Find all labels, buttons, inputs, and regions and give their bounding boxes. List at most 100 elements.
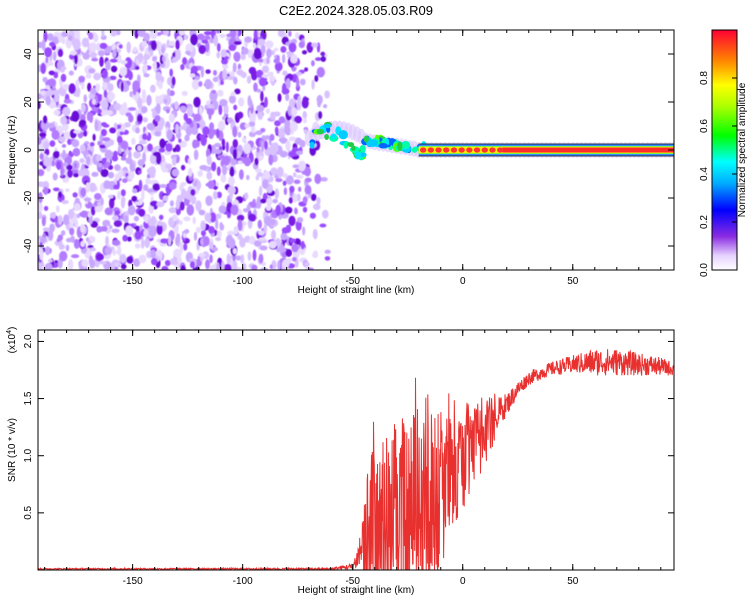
spectrogram-noise-dot — [180, 201, 185, 211]
spectrogram-noise-dot — [143, 32, 150, 42]
spectrogram-noise-dot — [132, 188, 138, 194]
spectrogram-noise-dot — [269, 218, 277, 226]
spectrogram-noise-dot — [312, 229, 318, 240]
colorbar-label: Normalized spectral amplitude — [737, 82, 748, 217]
spectrogram-noise-dot — [285, 249, 293, 257]
spectrogram-noise-dot — [219, 99, 228, 107]
spectrogram-noise-dot — [71, 36, 77, 46]
spectrogram-noise-dot — [51, 160, 55, 167]
spectrogram-noise-dot — [88, 32, 94, 40]
spectrogram-noise-dot — [260, 128, 266, 133]
spectrogram-noise-dot — [183, 243, 188, 251]
spectrogram-noise-dot — [83, 94, 87, 103]
spectrogram-noise-dot — [141, 189, 145, 201]
spectrogram-noise-dot — [284, 124, 291, 135]
spectrogram-noise-dot — [258, 155, 263, 161]
spectrogram-band-dot — [443, 147, 450, 153]
spectrogram-noise-dot — [169, 200, 174, 207]
spectrogram-noise-dot — [150, 249, 156, 259]
spectrogram-noise-dot — [108, 194, 114, 199]
spectrogram-noise-dot — [81, 103, 86, 113]
spectrogram-noise-dot — [67, 169, 73, 178]
spectrogram-noise-dot — [61, 66, 67, 71]
spectrogram-noise-dot — [142, 133, 148, 140]
spectrogram-noise-dot — [270, 167, 278, 176]
spectrogram-noise-dot — [114, 266, 118, 270]
spectrogram-noise-dot — [171, 76, 176, 86]
spectrogram-noise-dot — [192, 139, 198, 149]
spectrogram-noise-dot — [248, 213, 257, 222]
spectrogram-noise-dot — [166, 39, 170, 48]
spectrogram-noise-dot — [131, 137, 136, 145]
spectrogram-noise-dot — [59, 244, 65, 250]
spectrogram-noise-dot — [209, 264, 217, 270]
spectrogram-noise-dot — [215, 218, 219, 230]
spectrogram-noise-dot — [205, 259, 210, 270]
spectrogram-noise-dot — [168, 182, 177, 190]
spectrogram-noise-dot — [56, 238, 61, 243]
spectrogram-noise-dot — [61, 31, 69, 38]
spectrogram-noise-dot — [138, 139, 147, 145]
spectrogram-noise-dot — [259, 245, 268, 251]
spectrogram-noise-dot — [175, 123, 180, 135]
spectrogram-noise-dot — [322, 209, 329, 219]
spectrogram-noise-dot — [90, 87, 98, 95]
spectrogram-transition-blob — [343, 141, 349, 149]
spectrogram-noise-dot — [263, 223, 267, 234]
spectrogram-noise-dot — [198, 44, 206, 54]
spectrogram-noise-dot — [54, 240, 62, 246]
colorbar-tick-label: 0.4 — [699, 167, 710, 181]
spectrogram-noise-dot — [44, 156, 49, 161]
spectrogram-band-dot — [427, 147, 435, 153]
spectrogram-noise-dot — [216, 30, 221, 34]
spectrogram-noise-dot — [65, 188, 70, 192]
spectrogram-noise-dot — [99, 144, 106, 149]
spectrogram-noise-dot — [288, 197, 293, 204]
spectrogram-noise-dot — [324, 90, 330, 99]
spectrogram-noise-dot — [289, 98, 295, 108]
spectrogram-noise-dot — [206, 155, 212, 166]
spectrogram-noise-dot — [232, 62, 237, 73]
spectrogram-noise-dot — [193, 231, 198, 241]
spectrogram-noise-dot — [85, 73, 92, 79]
spectrogram-noise-dot — [131, 195, 138, 202]
spectrogram-noise-dot — [285, 224, 292, 233]
spectrogram-noise-dot — [62, 106, 71, 116]
spectrogram-noise-dot — [295, 71, 302, 76]
spectrogram-noise-dot — [256, 88, 261, 93]
spectrogram-noise-dot — [193, 97, 201, 108]
spectrogram-noise-dot — [304, 177, 312, 183]
spectrogram-noise-dot — [99, 260, 107, 265]
spectrogram-noise-dot — [185, 118, 192, 125]
spectrogram-noise-dot — [160, 238, 169, 244]
spectrogram-noise-dot — [179, 220, 183, 226]
spectrogram-noise-dot — [137, 30, 146, 37]
spectrogram-noise-dot — [100, 129, 107, 137]
spectrogram-noise-dot — [105, 235, 109, 247]
spectrogram-y-tick-label: -20 — [23, 190, 34, 205]
spectrogram-x-tick-label: -50 — [345, 276, 360, 287]
spectrogram-noise-dot — [46, 89, 54, 96]
spectrogram-noise-dot — [169, 258, 178, 266]
snr-x-tick-label: 0 — [460, 576, 466, 587]
spectrogram-noise-dot — [83, 130, 88, 137]
spectrogram-noise-dot — [138, 208, 146, 217]
spectrogram-noise-dot — [99, 226, 108, 232]
spectrogram-noise-dot — [57, 88, 66, 95]
spectrogram-noise-dot — [280, 46, 287, 53]
spectrogram-noise-dot — [311, 60, 315, 67]
spectrogram-noise-dot — [225, 141, 229, 153]
spectrogram-noise-dot — [179, 105, 187, 112]
spectrogram-noise-dot — [66, 164, 73, 171]
spectrogram-noise-dot — [251, 70, 258, 81]
spectrogram-noise-dot — [173, 248, 182, 259]
spectrogram-transition-blob — [338, 130, 348, 140]
spectrogram-noise-dot — [165, 260, 171, 266]
spectrogram-noise-dot — [137, 97, 143, 109]
spectrogram-noise-dot — [295, 174, 304, 179]
snr-x-label: Height of straight line (km) — [298, 585, 415, 596]
spectrogram-noise-dot — [81, 37, 90, 48]
spectrogram-noise-dot — [232, 125, 238, 138]
spectrogram-noise-dot — [272, 198, 278, 204]
spectrogram-noise-dot — [201, 39, 209, 44]
